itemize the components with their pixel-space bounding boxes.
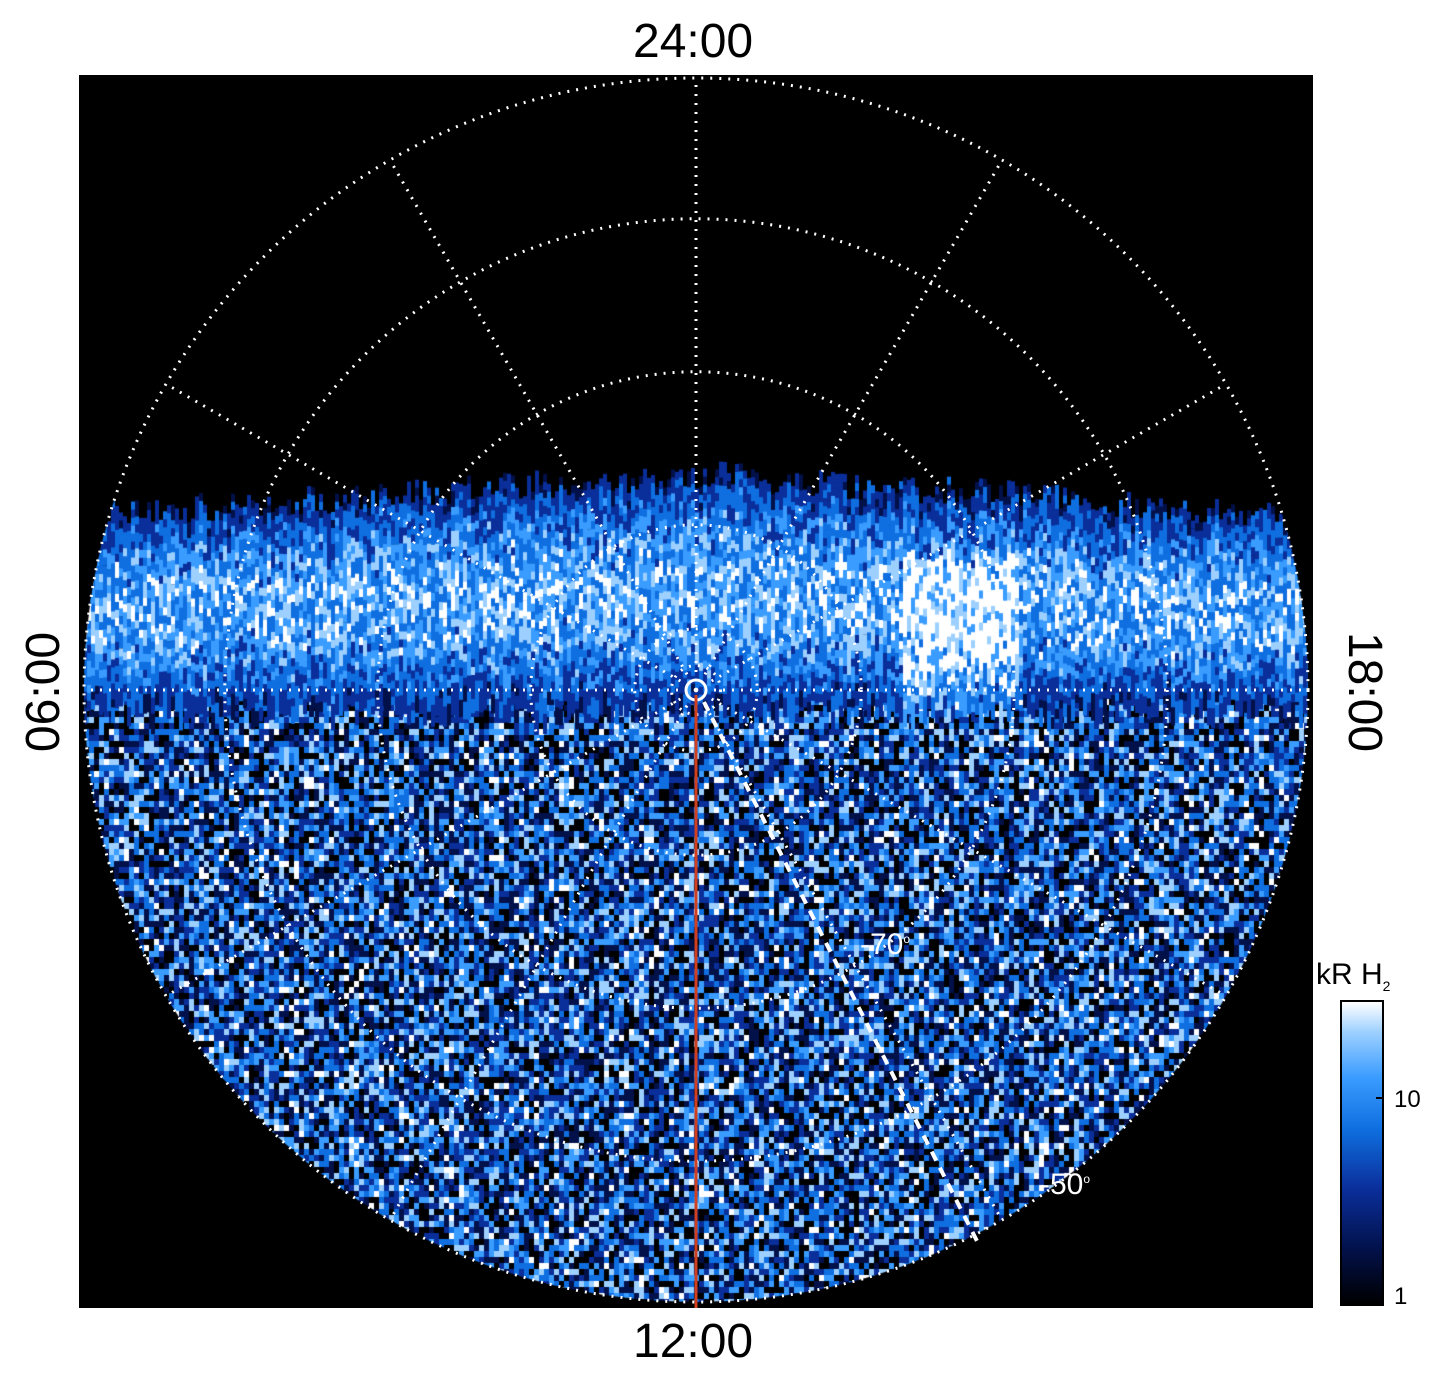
latitude-label-inner: -70o [860, 928, 911, 961]
colorbar-title: kR H2 [1316, 958, 1391, 994]
local-time-label-18: 18:00 [1338, 631, 1391, 753]
local-time-label-06: 06:00 [17, 631, 70, 753]
colorbar-tick-label-1: 1 [1394, 1283, 1408, 1310]
local-time-meridian [388, 689, 698, 1221]
polar-grid [82, 76, 1310, 1308]
local-time-label-24: 24:00 [633, 15, 754, 68]
colorbar [1340, 1000, 1384, 1306]
polar-projection-plot [79, 75, 1313, 1308]
colorbar-tick-mark [1376, 1097, 1384, 1099]
local-time-label-12: 12:00 [633, 1315, 754, 1368]
local-time-meridian [695, 688, 1227, 998]
local-time-meridian [694, 159, 1004, 691]
latitude-label-outer: -50o [1040, 1168, 1091, 1201]
latitude-circle [670, 664, 722, 716]
latitude-circle [223, 217, 1169, 1163]
latitude-circle [376, 370, 1016, 1010]
white-dashed-line [702, 701, 981, 1246]
local-time-meridian [388, 159, 698, 691]
latitude-circle [529, 523, 863, 857]
local-time-meridian [694, 689, 1004, 1221]
latitude-circle [82, 76, 1310, 1304]
latitude-circle [633, 627, 759, 753]
local-time-meridian [165, 382, 697, 692]
local-time-meridian [165, 688, 697, 998]
local-time-meridian [695, 382, 1227, 692]
colorbar-tick-label-10: 10 [1394, 1086, 1421, 1113]
